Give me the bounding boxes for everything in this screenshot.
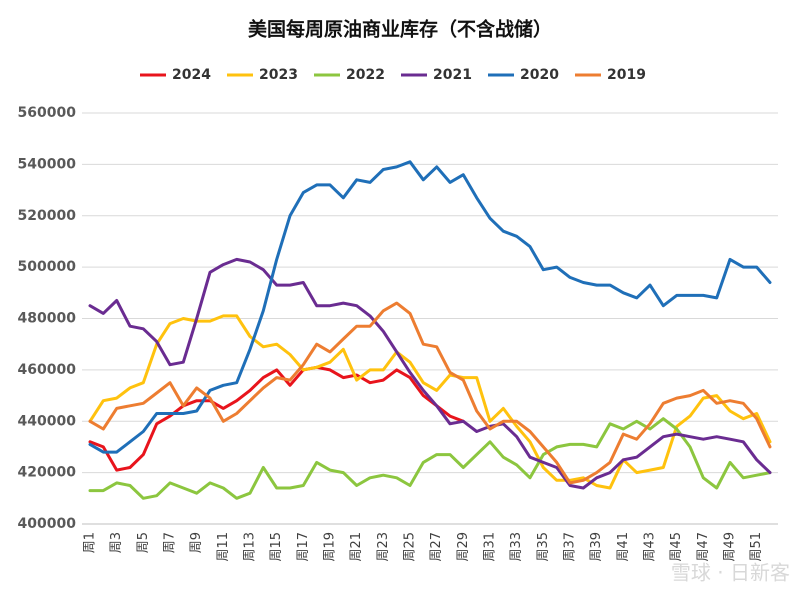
series-line (88, 417, 772, 500)
series-line (88, 257, 772, 490)
x-tick-label: 周17 (296, 532, 311, 562)
watermark: 雪球 · 日新客 (671, 561, 790, 585)
legend-label: 2022 (346, 67, 385, 83)
x-tick-label: 周29 (456, 532, 471, 562)
x-tick-label: 周7 (163, 532, 178, 553)
x-tick-label: 周19 (323, 532, 338, 562)
chart-title: 美国每周原油商业库存（不含战储） (248, 18, 552, 41)
x-tick-label: 周15 (269, 532, 284, 562)
x-tick-label: 周37 (563, 532, 578, 562)
x-tick-label: 周45 (669, 532, 684, 562)
y-tick-label: 500000 (18, 259, 77, 275)
y-tick-label: 420000 (18, 465, 77, 481)
series-line (88, 365, 465, 472)
x-tick-label: 周25 (403, 532, 418, 562)
series-line (88, 314, 772, 490)
x-tick-label: 周11 (216, 532, 231, 562)
x-tick-label: 周47 (696, 532, 711, 562)
y-tick-label: 440000 (18, 413, 77, 429)
legend-label: 2024 (172, 67, 211, 83)
x-tick-label: 周1 (83, 532, 98, 553)
legend-label: 2023 (259, 67, 298, 83)
series-line (88, 301, 772, 485)
y-tick-label: 400000 (18, 516, 77, 532)
legend-label: 2019 (607, 67, 646, 83)
x-tick-label: 周43 (643, 532, 658, 562)
x-tick-label: 周51 (749, 532, 764, 562)
x-tick-label: 周49 (723, 532, 738, 562)
x-tick-label: 周33 (509, 532, 524, 562)
y-tick-label: 540000 (18, 156, 77, 172)
x-tick-label: 周27 (429, 532, 444, 562)
x-tick-label: 周35 (536, 532, 551, 562)
x-tick-label: 周9 (189, 532, 204, 553)
x-tick-label: 周39 (589, 532, 604, 562)
x-tick-label: 周3 (109, 532, 124, 553)
x-tick-label: 周23 (376, 532, 391, 562)
series-line (88, 160, 772, 454)
x-tick-label: 周13 (243, 532, 258, 562)
legend-label: 2021 (433, 67, 472, 83)
y-tick-label: 460000 (18, 362, 77, 378)
x-tick-label: 周31 (483, 532, 498, 562)
x-tick-label: 周41 (616, 532, 631, 562)
y-tick-label: 520000 (18, 208, 77, 224)
y-tick-label: 480000 (18, 311, 77, 327)
y-tick-label: 560000 (18, 105, 77, 121)
x-tick-label: 周21 (349, 532, 364, 562)
legend-label: 2020 (520, 67, 559, 83)
x-tick-label: 周5 (136, 532, 151, 553)
